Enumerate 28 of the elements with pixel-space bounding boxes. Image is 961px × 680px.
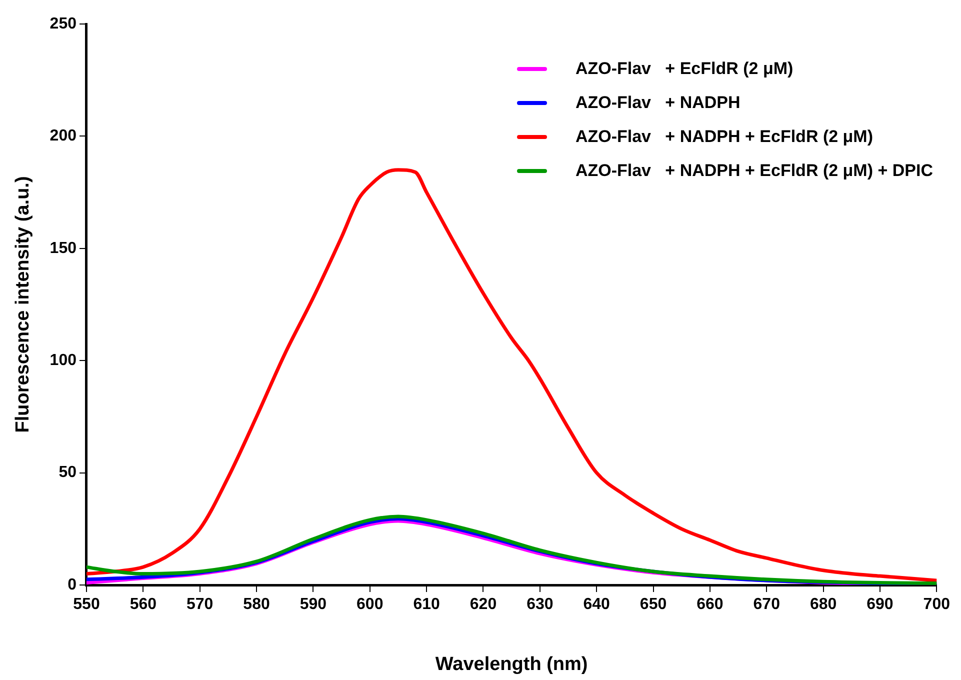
y-axis-title: Fluorescence intensity (a.u.) xyxy=(12,176,34,433)
x-tick-label: 560 xyxy=(130,596,157,614)
y-tick-label: 0 xyxy=(68,576,77,594)
x-tick-label: 620 xyxy=(470,596,497,614)
legend-label: AZO-Flav + NADPH + EcFldR (2 μM) + DPIC xyxy=(575,161,933,181)
x-tick-label: 550 xyxy=(73,596,100,614)
x-tick-label: 680 xyxy=(810,596,837,614)
x-tick-label: 700 xyxy=(923,596,950,614)
legend-label: AZO-Flav + EcFldR (2 μM) xyxy=(575,59,794,79)
legend-label: AZO-Flav + NADPH xyxy=(575,93,740,113)
legend-label: AZO-Flav + NADPH + EcFldR (2 μM) xyxy=(575,127,874,147)
x-axis-title: Wavelength (nm) xyxy=(435,654,588,675)
y-tick-label: 150 xyxy=(50,240,77,257)
x-tick-label: 660 xyxy=(696,596,724,614)
x-tick-label: 580 xyxy=(243,596,270,614)
x-tick-label: 640 xyxy=(583,596,610,614)
x-tick-label: 670 xyxy=(753,596,780,614)
x-tick-label: 650 xyxy=(640,596,667,614)
x-tick-label: 690 xyxy=(866,596,894,614)
y-tick-label: 200 xyxy=(50,128,77,145)
y-tick-label: 50 xyxy=(58,464,77,482)
x-tick-label: 600 xyxy=(356,596,384,614)
x-tick-label: 610 xyxy=(413,596,440,614)
x-tick-label: 570 xyxy=(186,596,214,614)
y-tick-label: 250 xyxy=(50,15,77,32)
x-tick-label: 630 xyxy=(526,596,554,614)
y-tick-label: 100 xyxy=(50,352,77,370)
x-tick-label: 590 xyxy=(300,596,327,614)
